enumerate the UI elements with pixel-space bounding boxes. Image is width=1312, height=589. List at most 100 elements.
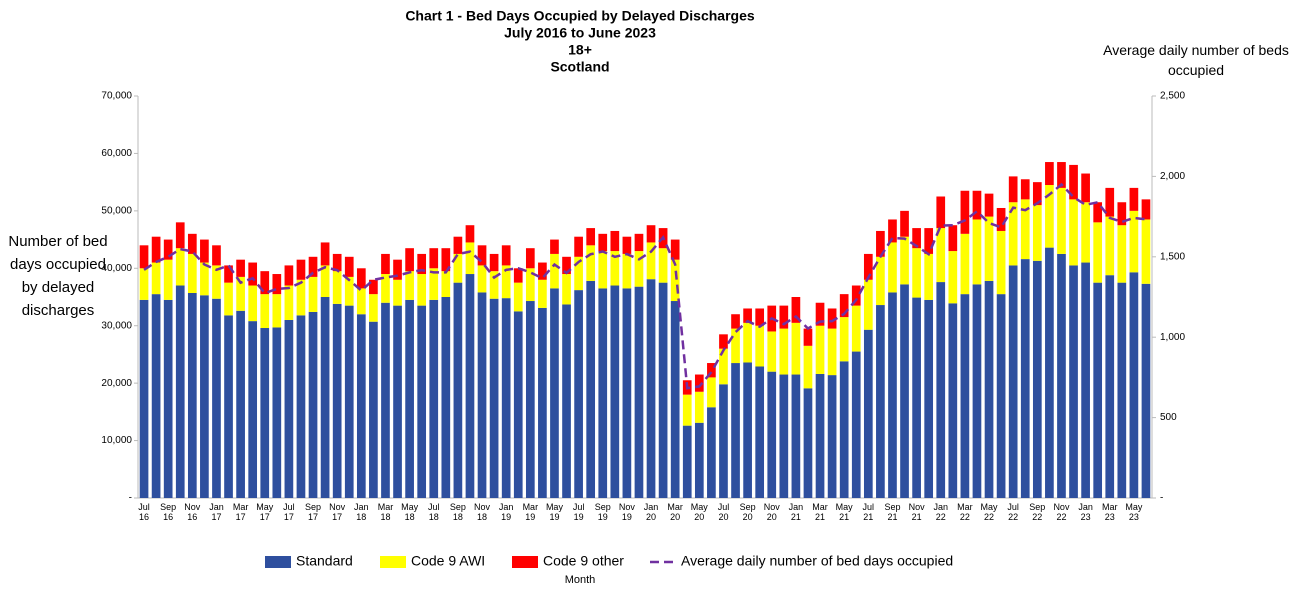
x-tick-label: May 23 [1125, 502, 1143, 522]
bar-segment [707, 363, 716, 378]
y-tick-label: 50,000 [101, 205, 132, 216]
bar-segment [574, 256, 583, 291]
x-tick-label: May 18 [401, 502, 419, 522]
bar-segment [1105, 216, 1115, 276]
x-tick-label: Jan 23 [1078, 502, 1093, 522]
y2-tick-label: 2,500 [1160, 91, 1185, 102]
bar-segment [550, 239, 559, 254]
x-tick-label: Mar 22 [957, 502, 973, 522]
y-tick-label: 60,000 [101, 148, 132, 159]
bar-segment [863, 279, 873, 330]
bar-segment [803, 388, 813, 498]
bar-segment [369, 321, 378, 498]
bar-segment [586, 228, 596, 246]
bar-segment [1141, 283, 1151, 498]
bar-segment [694, 374, 704, 392]
bar-segment [755, 366, 765, 498]
x-tick-label: Nov 20 [763, 502, 780, 522]
bar-segment [236, 259, 245, 277]
bar-segment [888, 242, 897, 293]
bar-segment [562, 256, 571, 275]
bar-segment [610, 251, 620, 286]
bar-segment [224, 282, 233, 316]
bar-segment [489, 253, 499, 272]
bar-segment [996, 230, 1006, 295]
bar-segment [1141, 219, 1151, 284]
bar-segment [441, 271, 451, 297]
x-tick-label: Nov 18 [474, 502, 491, 522]
bar-segment [1069, 265, 1078, 498]
bar-segment [960, 294, 970, 498]
bar-segment [224, 315, 233, 498]
x-tick-label: Mar 20 [667, 502, 683, 522]
bar-segment [332, 303, 342, 498]
x-tick-label: Sep 22 [1029, 502, 1046, 522]
bar-segment [320, 242, 330, 266]
x-tick-label: Nov 21 [908, 502, 925, 522]
bar-segment [815, 325, 825, 374]
bar-segment [175, 222, 185, 249]
x-tick-label: Sep 20 [739, 502, 756, 522]
bar-segment [1069, 199, 1078, 266]
bar-segment [538, 307, 547, 498]
bar-segment [634, 286, 644, 498]
line [143, 182, 1147, 390]
bar-segment [465, 242, 475, 275]
bar-segment [501, 265, 511, 299]
bar-segment [646, 225, 656, 243]
y2-tick-label: 500 [1160, 412, 1177, 423]
bar-segment [465, 225, 475, 243]
bar-segment [888, 292, 897, 498]
bar-segment [779, 328, 789, 375]
bar-segment [1129, 187, 1139, 211]
bar-segment [598, 251, 608, 289]
bar-segment [900, 236, 909, 285]
bar-segment [574, 290, 583, 498]
bar-segment [224, 265, 233, 283]
x-tick-label: Nov 22 [1053, 502, 1070, 522]
x-tick-label: Sep 18 [449, 502, 466, 522]
bar-segment [791, 297, 801, 323]
bar-segment [356, 268, 366, 289]
bar-segment [344, 256, 354, 277]
bar-segment [936, 196, 946, 229]
x-tick-label: Sep 16 [160, 502, 177, 522]
x-tick-label: Jul 22 [1007, 502, 1019, 522]
bar-segment [344, 305, 354, 498]
bar-segment [863, 253, 873, 280]
bar-segment [972, 190, 982, 220]
bar-segment [163, 259, 173, 300]
bar-segment [827, 308, 837, 329]
bar-segment [900, 210, 909, 237]
bar-segment [1057, 253, 1066, 498]
bar-segment [694, 422, 704, 498]
bar-segment [996, 207, 1006, 231]
bar-segment [248, 262, 258, 286]
bar-segment [163, 299, 173, 498]
bar-segment [513, 268, 523, 283]
bar-segment [731, 328, 740, 364]
bar-segment [260, 271, 270, 295]
x-tick-label: Mar 18 [377, 502, 394, 522]
y-tick-label: 20,000 [101, 378, 132, 389]
bar-segment [489, 271, 499, 299]
chart-subtitle: July 2016 to June 2023 [504, 25, 656, 41]
bar-segment [936, 228, 946, 283]
bar-segment [827, 328, 837, 376]
bar-segment [417, 253, 427, 275]
legend-label: Standard [296, 553, 353, 569]
legend-label: Code 9 AWI [411, 553, 485, 569]
bar-segment [960, 190, 970, 234]
bar-segment [839, 317, 849, 362]
bar-segment [574, 236, 583, 257]
bar-segment [200, 239, 209, 263]
bar-segment [996, 294, 1006, 498]
bar-segment [634, 251, 644, 287]
bar-segment [1057, 187, 1066, 254]
bar-segment [851, 285, 861, 306]
bar-segment [900, 284, 909, 498]
bar-segment [332, 271, 342, 304]
bar-segment [791, 374, 801, 498]
bar-segment [356, 314, 366, 498]
bar-segment [827, 375, 837, 498]
